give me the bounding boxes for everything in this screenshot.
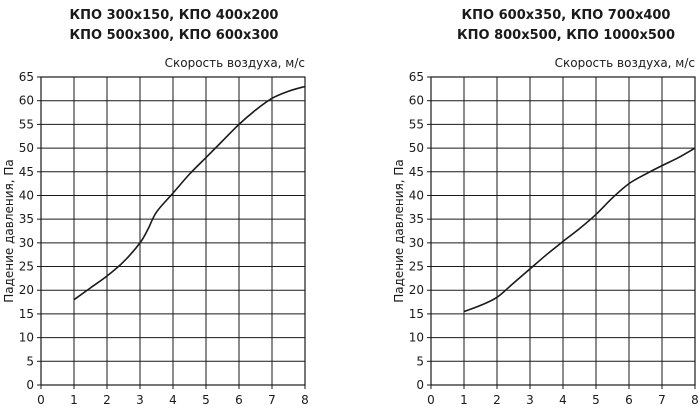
y-tick-label: 45 <box>19 165 34 179</box>
chart-title-line: КПО 500х300, КПО 600х300 <box>70 28 279 43</box>
x-tick-label: 4 <box>169 393 177 407</box>
y-tick-label: 5 <box>416 354 424 368</box>
y-tick-label: 45 <box>409 165 424 179</box>
y-tick-label: 0 <box>416 378 424 392</box>
chart-title-line: КПО 600х350, КПО 700х400 <box>462 8 671 23</box>
y-tick-label: 60 <box>409 94 424 108</box>
x-tick-label: 0 <box>37 393 45 407</box>
y-tick-label: 20 <box>19 283 34 297</box>
x-tick-label: 6 <box>235 393 243 407</box>
x-tick-label: 0 <box>427 393 435 407</box>
y-tick-label: 15 <box>409 307 424 321</box>
chart-title-line: КПО 800х500, КПО 1000х500 <box>457 28 675 43</box>
y-tick-label: 10 <box>19 331 34 345</box>
y-tick-label: 15 <box>19 307 34 321</box>
y-tick-label: 5 <box>26 354 34 368</box>
chart-2: КПО 600х350, КПО 700х400 КПО 800х500, КПО… <box>392 8 699 407</box>
series-line <box>73 85 306 301</box>
chart-1: КПО 300х150, КПО 400х200 КПО 500х300, КПО… <box>2 8 309 407</box>
y-tick-label: 40 <box>19 188 34 202</box>
x-tick-label: 7 <box>268 393 276 407</box>
y-tick-label: 60 <box>19 94 34 108</box>
y-tick-label: 40 <box>409 188 424 202</box>
x-tick-label: 8 <box>691 393 699 407</box>
x-tick-label: 2 <box>493 393 501 407</box>
x-tick-label: 5 <box>202 393 210 407</box>
y-tick-label: 65 <box>409 70 424 84</box>
y-tick-label: 0 <box>26 378 34 392</box>
y-axis-label: Падение давления, Па <box>392 159 406 303</box>
x-tick-label: 8 <box>301 393 309 407</box>
y-tick-label: 25 <box>409 260 424 274</box>
y-tick-label: 35 <box>409 212 424 226</box>
x-tick-label: 1 <box>460 393 468 407</box>
x-tick-label: 4 <box>559 393 567 407</box>
x-tick-label: 5 <box>592 393 600 407</box>
x-axis-label: Скорость воздуха, м/с <box>165 56 305 70</box>
x-tick-label: 6 <box>625 393 633 407</box>
series-line <box>463 147 696 313</box>
y-tick-label: 30 <box>409 236 424 250</box>
y-tick-label: 20 <box>409 283 424 297</box>
y-tick-label: 50 <box>409 141 424 155</box>
x-tick-label: 3 <box>526 393 534 407</box>
y-tick-label: 35 <box>19 212 34 226</box>
x-tick-label: 1 <box>70 393 78 407</box>
y-tick-label: 55 <box>409 117 424 131</box>
x-tick-label: 2 <box>103 393 111 407</box>
y-tick-label: 55 <box>19 117 34 131</box>
x-tick-label: 3 <box>136 393 144 407</box>
y-tick-label: 50 <box>19 141 34 155</box>
y-tick-label: 10 <box>409 331 424 345</box>
y-tick-label: 65 <box>19 70 34 84</box>
x-tick-label: 7 <box>658 393 666 407</box>
y-axis-label: Падение давления, Па <box>2 159 16 303</box>
x-axis-label: Скорость воздуха, м/с <box>555 56 695 70</box>
y-tick-label: 30 <box>19 236 34 250</box>
chart-title-line: КПО 300х150, КПО 400х200 <box>70 8 279 23</box>
y-tick-label: 25 <box>19 260 34 274</box>
